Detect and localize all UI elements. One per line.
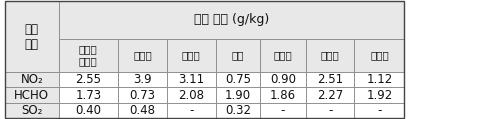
Text: 0.90: 0.90 — [270, 73, 296, 86]
Bar — [260, 72, 306, 87]
Text: 열대림: 열대림 — [370, 50, 389, 60]
Bar — [306, 103, 354, 118]
Text: 배출
기체: 배출 기체 — [25, 23, 39, 51]
Text: 1.73: 1.73 — [75, 89, 102, 102]
Text: 사바나: 사바나 — [133, 50, 152, 60]
Text: 2.51: 2.51 — [317, 73, 343, 86]
Bar — [306, 72, 354, 87]
Bar — [167, 39, 216, 72]
Bar — [118, 39, 167, 72]
Text: 온대성
저기압: 온대성 저기압 — [79, 45, 98, 66]
Text: -: - — [328, 104, 332, 117]
Bar — [260, 87, 306, 103]
Bar — [354, 72, 405, 87]
Text: 2.27: 2.27 — [317, 89, 343, 102]
Bar — [58, 87, 118, 103]
Bar — [306, 87, 354, 103]
Text: 0.75: 0.75 — [225, 73, 251, 86]
Bar — [58, 1, 405, 39]
Text: 온대림: 온대림 — [320, 50, 340, 60]
Text: 3.9: 3.9 — [133, 73, 152, 86]
Bar — [216, 103, 260, 118]
Bar — [216, 87, 260, 103]
Text: 0.40: 0.40 — [76, 104, 102, 117]
Text: 3.11: 3.11 — [178, 73, 204, 86]
Text: 0.32: 0.32 — [225, 104, 251, 117]
Bar — [58, 72, 118, 87]
Text: 1.86: 1.86 — [270, 89, 296, 102]
Text: 0.73: 0.73 — [130, 89, 156, 102]
Bar — [354, 87, 405, 103]
Bar — [118, 87, 167, 103]
Bar — [167, 87, 216, 103]
Text: -: - — [281, 104, 285, 117]
Bar — [354, 39, 405, 72]
Bar — [216, 39, 260, 72]
Bar — [306, 39, 354, 72]
Text: 배출 계수 (g/kg): 배출 계수 (g/kg) — [194, 13, 269, 26]
Text: 0.48: 0.48 — [130, 104, 156, 117]
Text: 2.55: 2.55 — [76, 73, 102, 86]
Bar — [354, 103, 405, 118]
Text: 농경지: 농경지 — [182, 50, 201, 60]
Bar — [58, 103, 118, 118]
Text: HCHO: HCHO — [14, 89, 50, 102]
Bar — [167, 103, 216, 118]
Bar — [118, 103, 167, 118]
Text: 초원: 초원 — [232, 50, 244, 60]
Text: -: - — [189, 104, 194, 117]
Text: 수림대: 수림대 — [274, 50, 292, 60]
Text: -: - — [378, 104, 382, 117]
Bar — [5, 72, 59, 87]
Text: 2.08: 2.08 — [178, 89, 204, 102]
Bar — [5, 87, 59, 103]
Bar — [167, 72, 216, 87]
Bar — [118, 72, 167, 87]
Text: SO₂: SO₂ — [21, 104, 42, 117]
Bar — [5, 103, 59, 118]
Bar — [260, 39, 306, 72]
Bar — [58, 39, 118, 72]
Bar — [5, 1, 59, 72]
Text: 1.90: 1.90 — [225, 89, 251, 102]
Text: 1.92: 1.92 — [366, 89, 392, 102]
Bar — [216, 72, 260, 87]
Bar — [5, 1, 404, 118]
Text: NO₂: NO₂ — [20, 73, 43, 86]
Bar — [260, 103, 306, 118]
Text: 1.12: 1.12 — [366, 73, 392, 86]
